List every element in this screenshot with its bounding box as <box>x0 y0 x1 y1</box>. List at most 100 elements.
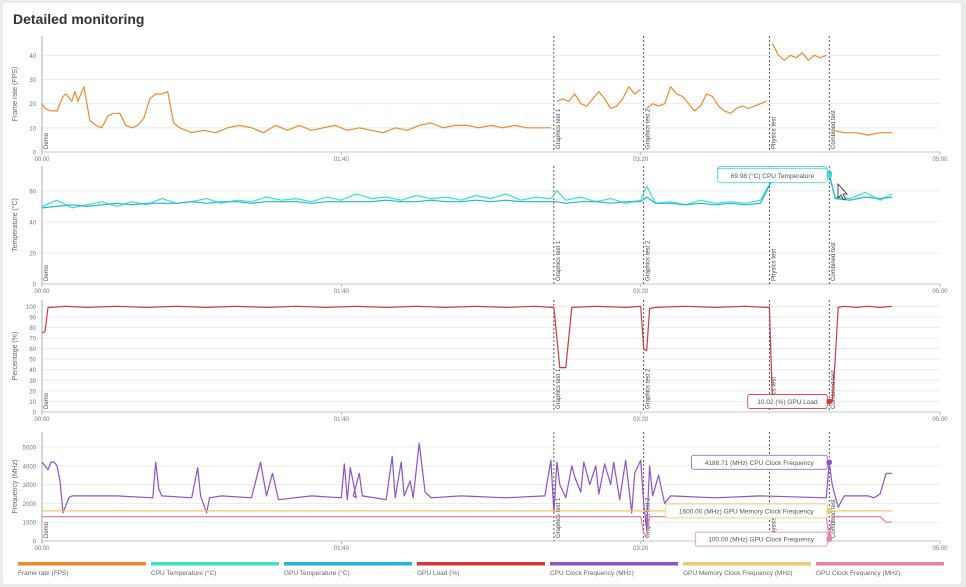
chart-panel: 0 10 20 30 40 50 60 70 80 90 100 00:00 01:40 03:20 05:… <box>12 300 948 423</box>
y-tick-label: 10 <box>29 126 36 132</box>
test-marker-label: Demo <box>44 392 50 409</box>
y-tick-label: 0 <box>33 411 37 417</box>
series-line <box>646 86 767 114</box>
test-marker-label: Physics test <box>771 249 777 281</box>
tooltip-point <box>826 398 833 405</box>
test-marker-label: Graphics test 1 <box>556 240 562 281</box>
y-tick-label: 70 <box>29 337 36 343</box>
series-line <box>41 305 893 402</box>
y-axis-label: Frame rate (FPS) <box>12 67 19 121</box>
tooltip-text: 100.00 (MHz) GPU Clock Frequency <box>708 537 815 544</box>
legend-label[interactable]: GPU Clock Frequency (MHz) <box>816 570 900 577</box>
legend-swatch[interactable] <box>683 562 811 566</box>
legend: Frame rate (FPS) CPU Temperature (°C) GPU … <box>18 562 944 577</box>
legend-swatch[interactable] <box>550 562 678 566</box>
y-tick-label: 20 <box>29 389 36 395</box>
test-marker-label: Graphics test 1 <box>556 368 562 409</box>
legend-swatch[interactable] <box>417 562 545 566</box>
legend-label[interactable]: GPU Temperature (°C) <box>284 569 350 577</box>
x-tick-label: 01:40 <box>334 157 350 163</box>
x-tick-label: 01:40 <box>334 289 350 295</box>
x-tick-label: 05:00 <box>932 157 948 163</box>
page-title: Detailed monitoring <box>13 11 145 27</box>
tooltip-text: 4188.71 (MHz) CPU Clock Frequency <box>705 460 815 467</box>
test-marker-label: Combined test <box>831 110 837 149</box>
y-tick-label: 40 <box>29 368 36 374</box>
legend-label[interactable]: CPU Temperature (°C) <box>151 569 216 577</box>
legend-label[interactable]: Frame rate (FPS) <box>18 570 69 577</box>
y-tick-label: 0 <box>33 151 37 157</box>
legend-swatch[interactable] <box>18 562 146 566</box>
y-tick-label: 20 <box>29 251 36 257</box>
legend-swatch[interactable] <box>151 562 279 566</box>
chart-panel: 0 20 40 60 00:00 01:40 03:20 05:00 Temperature (… <box>11 166 948 295</box>
y-axis-label: Frequency (MHz) <box>12 459 19 513</box>
y-tick-label: 2000 <box>23 502 37 508</box>
series-line <box>556 86 642 110</box>
test-marker-label: Graphics test 1 <box>556 108 562 149</box>
tooltip-point <box>826 508 833 514</box>
test-marker-label: Combined test <box>831 499 837 538</box>
y-tick-label: 10 <box>29 400 36 406</box>
x-tick-label: 03:20 <box>633 417 649 423</box>
x-tick-label: 00:00 <box>34 289 50 295</box>
test-marker-label: Physics test <box>771 117 777 149</box>
test-marker-label: Combined test <box>831 242 837 281</box>
legend-label[interactable]: GPU Load (%) <box>417 570 459 577</box>
test-marker-label: Demo <box>44 521 50 538</box>
x-tick-label: 05:00 <box>932 417 948 423</box>
y-tick-label: 0 <box>33 540 37 546</box>
tooltip-point <box>826 172 833 179</box>
series-line <box>771 43 827 61</box>
y-tick-label: 90 <box>29 315 36 321</box>
y-tick-label: 3000 <box>23 483 37 489</box>
tooltip-point <box>826 536 833 542</box>
x-tick-label: 03:20 <box>633 157 649 163</box>
y-axis-label: Percentage (%) <box>12 332 19 381</box>
tooltip-point <box>826 459 833 466</box>
y-tick-label: 5000 <box>23 446 37 452</box>
x-tick-label: 01:40 <box>334 546 350 552</box>
y-tick-label: 60 <box>29 189 36 195</box>
x-tick-label: 03:20 <box>633 546 649 552</box>
tooltip-text: 1600.00 (MHz) GPU Memory Clock Frequency <box>679 508 814 515</box>
chart-panel: 0 10 20 30 40 00:00 01:40 03:20 05:00 Frame rate … <box>12 36 948 163</box>
series-line <box>41 86 551 134</box>
test-marker-label: Graphics test 1 <box>556 497 562 538</box>
y-tick-label: 80 <box>29 326 36 332</box>
x-tick-label: 00:00 <box>34 417 50 423</box>
test-marker-label: Graphics test 2 <box>646 240 652 281</box>
x-tick-label: 01:40 <box>334 417 350 423</box>
cursor-icon <box>837 182 848 201</box>
test-marker-label: Physics test <box>771 377 777 409</box>
y-tick-label: 20 <box>29 102 36 108</box>
y-tick-label: 30 <box>29 78 36 84</box>
series-line <box>41 173 893 209</box>
chart-panel: 0 1000 2000 3000 4000 5000 00:00 01:40 03:20 05:0… <box>12 432 948 552</box>
series-line <box>41 442 893 531</box>
x-tick-label: 00:00 <box>34 546 50 552</box>
legend-label[interactable]: CPU Clock Frequency (MHz) <box>550 570 634 577</box>
test-marker-label: Demo <box>44 264 50 281</box>
y-axis-label: Temperature (°C) <box>11 198 19 252</box>
y-tick-label: 40 <box>29 54 36 60</box>
test-marker-label: Demo <box>44 132 50 149</box>
x-tick-label: 05:00 <box>932 289 948 295</box>
x-tick-label: 05:00 <box>932 546 948 552</box>
monitoring-card: Detailed monitoring <box>3 3 961 584</box>
y-tick-label: 100 <box>26 305 37 311</box>
legend-swatch[interactable] <box>816 562 944 566</box>
y-tick-label: 50 <box>29 358 36 364</box>
x-tick-label: 03:20 <box>633 289 649 295</box>
x-tick-label: 00:00 <box>34 157 50 163</box>
test-marker-label: Physics test <box>771 506 777 538</box>
y-tick-label: 1000 <box>23 521 37 527</box>
test-marker-label: Graphics test 2 <box>646 108 652 149</box>
legend-swatch[interactable] <box>284 562 412 566</box>
test-marker-label: Graphics test 2 <box>646 368 652 409</box>
y-tick-label: 30 <box>29 379 36 385</box>
tooltip-text: 69.98 (°C) CPU Temperature <box>731 172 815 180</box>
legend-label[interactable]: GPU Memory Clock Frequency (MHz) <box>683 570 792 577</box>
test-marker-label: Graphics test 2 <box>646 497 652 538</box>
